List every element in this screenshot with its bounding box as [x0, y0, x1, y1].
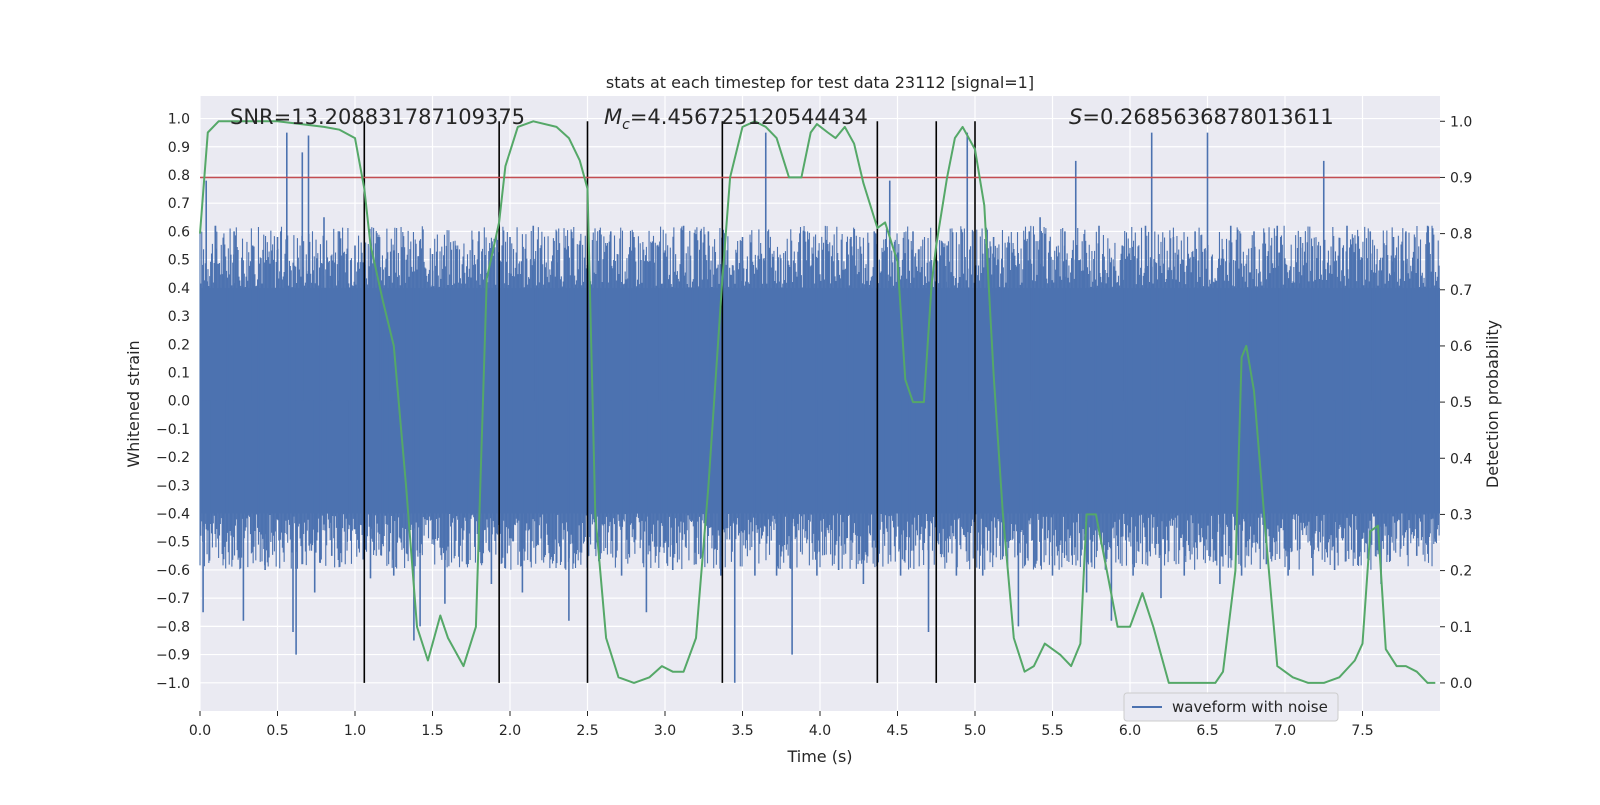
s-value: =0.2685636878013611 — [1082, 105, 1333, 129]
y-left-tick-label-9: −0.1 — [156, 422, 190, 438]
x-tick-label-0: 0.0 — [189, 723, 211, 739]
y-right-tick-label-0: 0.0 — [1450, 676, 1472, 692]
y-right-tick-label-6: 0.6 — [1450, 339, 1472, 355]
y-right-tick-label-5: 0.5 — [1450, 395, 1472, 411]
y-left-tick-label-1: −0.9 — [156, 648, 190, 664]
probability-series — [199, 120, 1436, 684]
y-left-tick-label-19: 0.9 — [168, 140, 190, 156]
y-left-tick-label-16: 0.6 — [168, 224, 190, 240]
y-left-tick-label-10: 0.0 — [168, 394, 190, 410]
y-right-axis-label: Detection probability — [1483, 320, 1502, 488]
x-tick-labels: 0.0 0.5 1.0 1.5 2.0 2.5 3.0 3.5 4.0 4.5 5.0 5.5 6.0 6… — [189, 711, 1374, 739]
y-left-tick-label-3: −0.7 — [156, 591, 190, 607]
y-left-tick-label-7: −0.3 — [156, 478, 190, 494]
y-right-tick-label-8: 0.8 — [1450, 227, 1472, 243]
x-axis-label: Time (s) — [786, 747, 852, 766]
x-tick-label-4: 2.0 — [499, 723, 521, 739]
y-left-tick-label-15: 0.5 — [168, 253, 190, 269]
x-tick-label-12: 6.0 — [1119, 723, 1141, 739]
y-right-tick-label-9: 0.9 — [1450, 170, 1472, 186]
x-tick-label-3: 1.5 — [421, 723, 443, 739]
y-left-tick-label-6: −0.4 — [156, 507, 190, 523]
y-left-tick-label-18: 0.8 — [168, 168, 190, 184]
y-left-tick-label-5: −0.5 — [156, 535, 190, 551]
x-tick-label-2: 1.0 — [344, 723, 366, 739]
y-left-tick-label-11: 0.1 — [168, 365, 190, 381]
x-tick-label-14: 7.0 — [1274, 723, 1296, 739]
legend-entry-waveform: waveform with noise — [1172, 698, 1328, 716]
y-left-axis-label: Whitened strain — [124, 340, 143, 467]
s-symbol: S — [1069, 105, 1082, 129]
y-right-tick-label-7: 0.7 — [1450, 283, 1472, 299]
chart-title: stats at each timestep for test data 231… — [606, 73, 1034, 92]
y-right-tick-label-2: 0.2 — [1450, 564, 1472, 580]
mc-value: =4.456725120544434 — [630, 105, 868, 129]
y-left-tick-label-12: 0.2 — [168, 337, 190, 353]
y-left-tick-labels: −1.0 −0.9 −0.8 −0.7 −0.6 −0.5 −0.4 −0.3 −0.2 −0.1… — [156, 112, 190, 692]
x-tick-label-7: 3.5 — [731, 723, 753, 739]
legend: waveform with noise — [1123, 692, 1339, 722]
x-tick-label-13: 6.5 — [1196, 723, 1218, 739]
x-tick-label-6: 3.0 — [654, 723, 676, 739]
y-right-tick-labels: 0.0 0.1 0.2 0.3 0.4 0.5 0.6 0.7 0.8 0.9 1.0 — [1440, 114, 1472, 692]
x-tick-label-1: 0.5 — [266, 723, 288, 739]
y-right-tick-label-1: 0.1 — [1450, 620, 1472, 636]
x-tick-label-11: 5.5 — [1041, 723, 1063, 739]
snr-annotation: SNR=13.208831787109375 — [230, 105, 525, 129]
y-right-tick-label-4: 0.4 — [1450, 451, 1472, 467]
probability-line — [199, 120, 1436, 684]
y-left-tick-label-20: 1.0 — [168, 112, 190, 128]
legend-box — [1123, 692, 1339, 722]
mc-symbol: M — [604, 105, 622, 129]
y-left-tick-label-0: −1.0 — [156, 676, 190, 692]
x-tick-label-9: 4.5 — [886, 723, 908, 739]
y-left-tick-label-14: 0.4 — [168, 281, 190, 297]
y-right-tick-label-3: 0.3 — [1450, 507, 1472, 523]
y-left-tick-label-13: 0.3 — [168, 309, 190, 325]
x-tick-label-8: 4.0 — [809, 723, 831, 739]
y-left-tick-label-17: 0.7 — [168, 196, 190, 212]
mc-annotation: Mc=4.456725120544434 — [604, 105, 868, 133]
y-right-tick-label-10: 1.0 — [1450, 114, 1472, 130]
mc-subscript: c — [622, 117, 630, 133]
s-annotation: S=0.2685636878013611 — [1069, 105, 1334, 129]
x-tick-label-10: 5.0 — [964, 723, 986, 739]
x-tick-label-5: 2.5 — [576, 723, 598, 739]
y-left-tick-label-4: −0.6 — [156, 563, 190, 579]
y-left-tick-label-8: −0.2 — [156, 450, 190, 466]
x-tick-label-15: 7.5 — [1351, 723, 1373, 739]
y-left-tick-label-2: −0.8 — [156, 619, 190, 635]
